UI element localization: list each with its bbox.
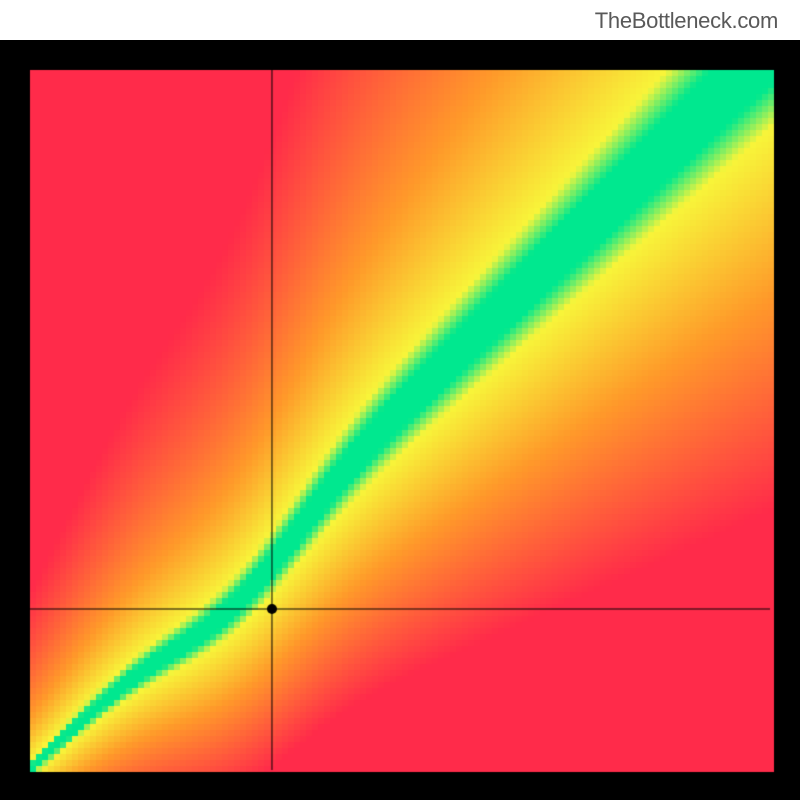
chart-container: TheBottleneck.com <box>0 0 800 800</box>
bottleneck-heatmap <box>0 40 800 800</box>
attribution-text: TheBottleneck.com <box>595 8 778 34</box>
heatmap-wrap <box>0 40 800 800</box>
